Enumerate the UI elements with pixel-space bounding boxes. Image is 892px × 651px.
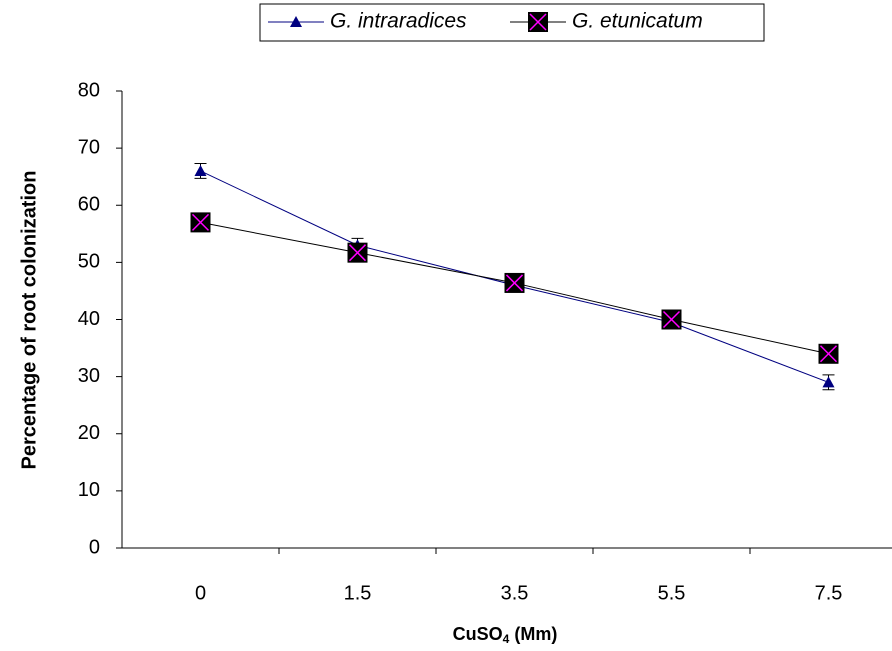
- marker-cross: [348, 244, 367, 262]
- point: [347, 242, 368, 263]
- x-tick-label: 5.5: [658, 582, 686, 604]
- x-tick-label: 0: [195, 582, 206, 604]
- y-tick-label: 0: [89, 536, 100, 558]
- marker-cross: [819, 345, 838, 363]
- legend-marker: [528, 12, 548, 32]
- point: [194, 164, 207, 176]
- legend-marker: [290, 16, 302, 27]
- y-tick-label: 20: [78, 422, 100, 444]
- legend-label: G. etunicatum: [572, 10, 703, 33]
- x-tick-label: 7.5: [815, 582, 843, 604]
- y-tick-label: 30: [78, 365, 100, 387]
- y-axis-label: Percentage of root colonization: [18, 171, 40, 470]
- point: [190, 212, 211, 233]
- x-label-unit: (Mm): [509, 624, 557, 644]
- x-tick-label: 3.5: [501, 582, 529, 604]
- marker-cross: [529, 13, 547, 31]
- x-label-main: CuSO: [453, 624, 503, 644]
- legend-label: G. intraradices: [330, 10, 467, 33]
- y-tick-label: 50: [78, 251, 100, 273]
- y-tick-label: 40: [78, 308, 100, 330]
- y-tick-label: 80: [78, 79, 100, 101]
- point: [822, 376, 835, 388]
- x-tick-label: 1.5: [344, 582, 372, 604]
- marker-cross: [191, 213, 210, 231]
- marker-cross: [662, 310, 681, 329]
- y-tick-label: 70: [78, 136, 100, 158]
- x-label-sub: 4: [503, 632, 510, 646]
- y-tick-label: 60: [78, 194, 100, 216]
- marker-cross: [505, 274, 524, 292]
- point: [818, 343, 839, 364]
- y-tick-label: 10: [78, 479, 100, 501]
- x-axis-label: CuSO4 (Mm): [453, 624, 558, 646]
- point: [661, 309, 682, 330]
- point: [504, 272, 525, 293]
